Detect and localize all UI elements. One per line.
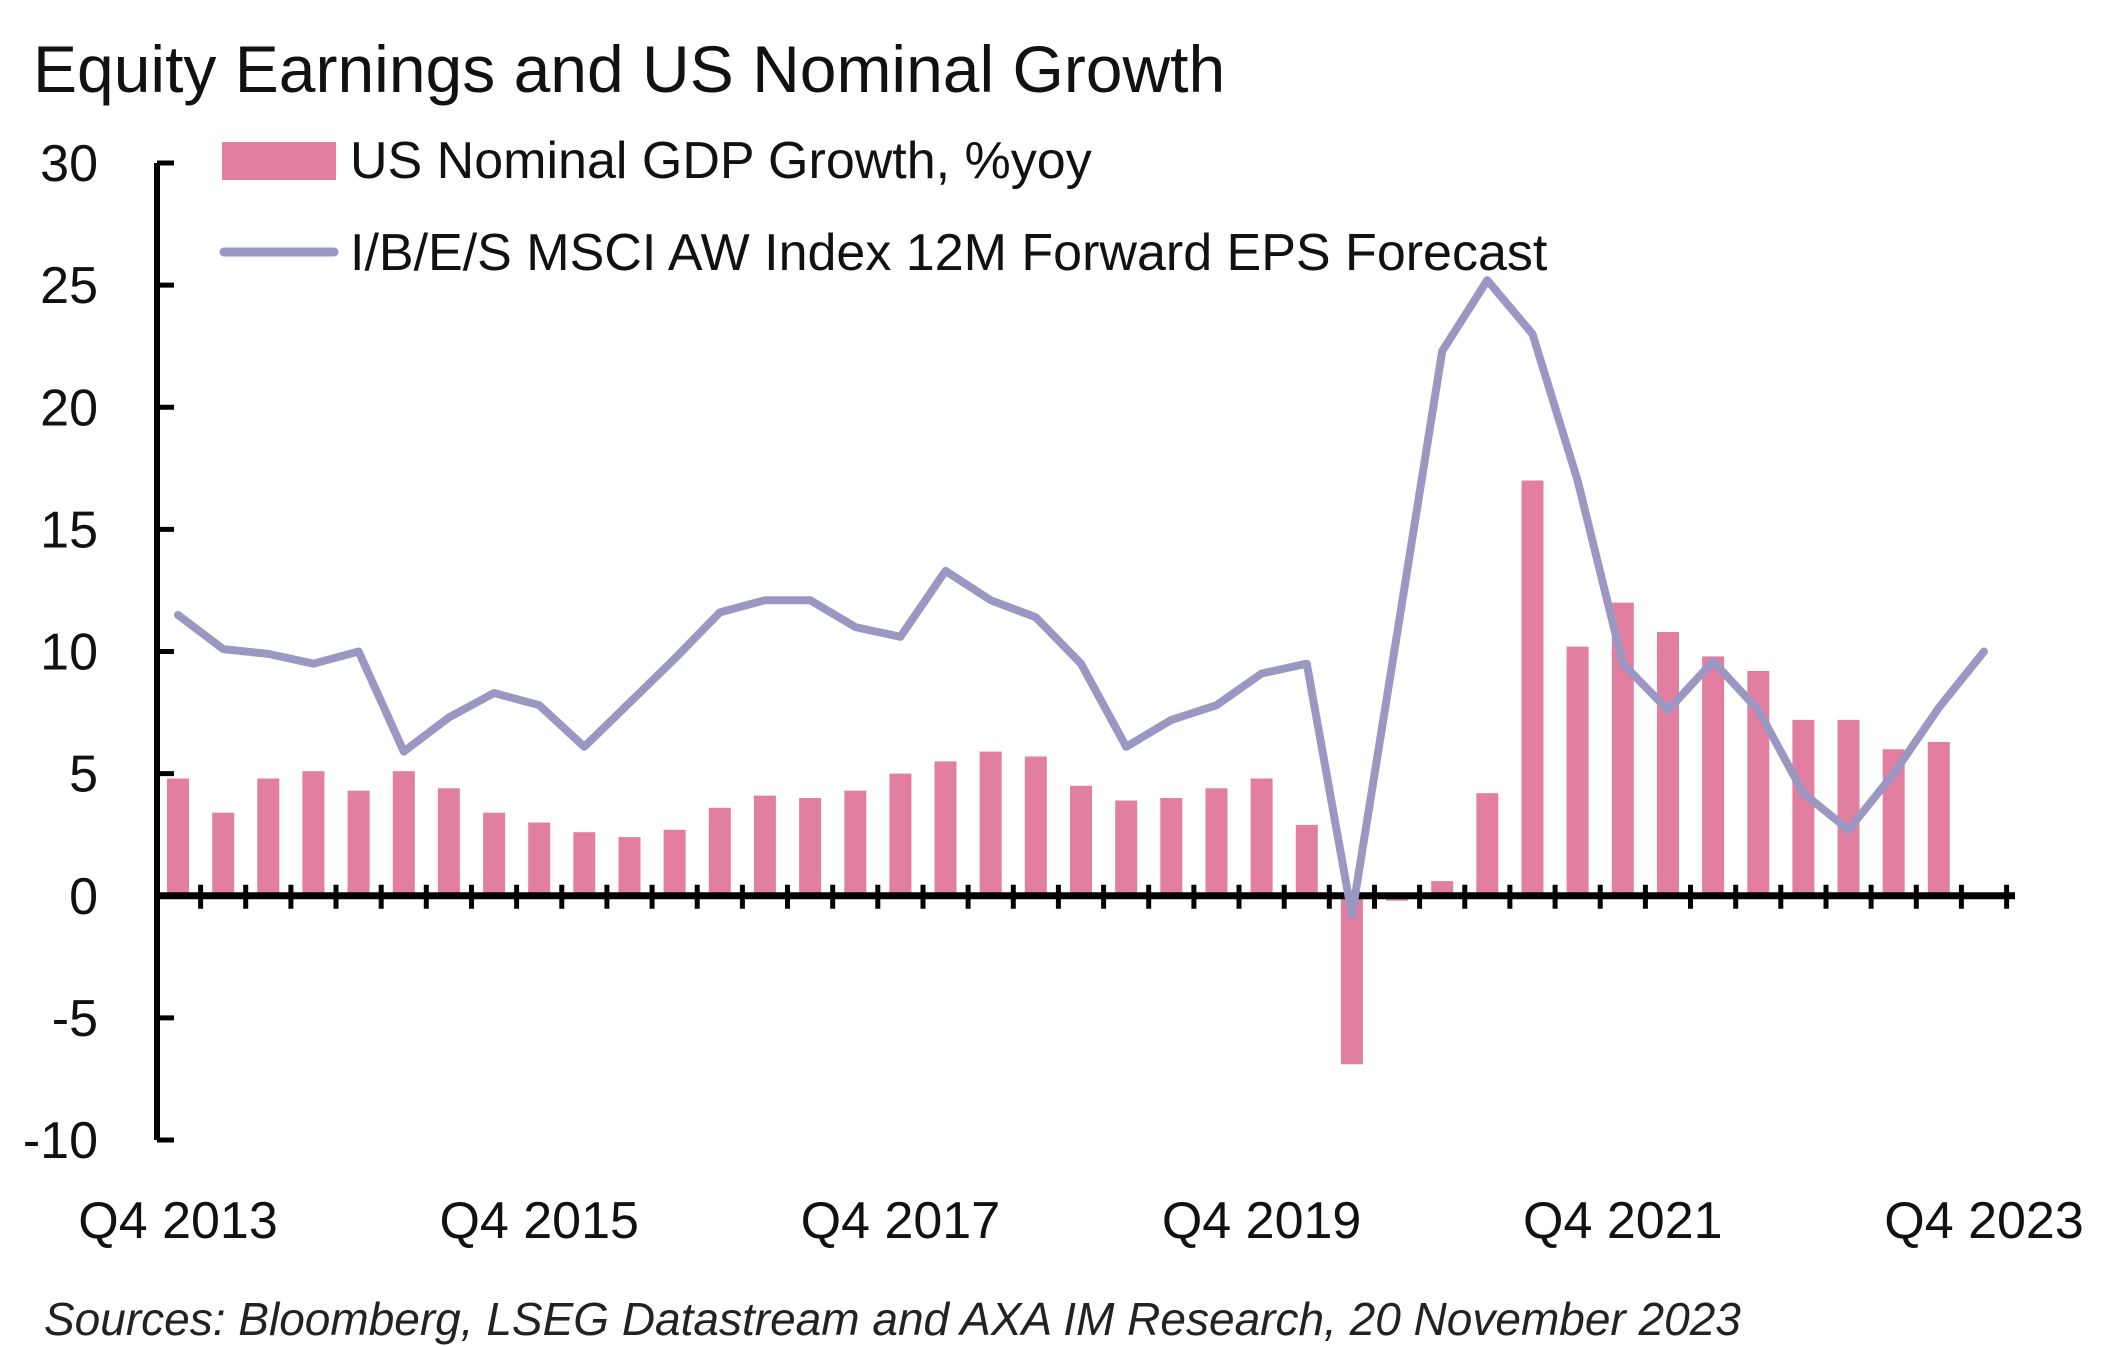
axes bbox=[154, 160, 2015, 1143]
gdp-bar-q3-2015 bbox=[483, 812, 506, 896]
gdp-bar-q3-2017 bbox=[844, 790, 867, 896]
gdp-bar-q1-2016 bbox=[573, 832, 596, 896]
gdp-bar-q4-2014 bbox=[347, 790, 370, 896]
y-tick-label: 0 bbox=[69, 868, 98, 926]
gdp-bar-q2-2020 bbox=[1340, 895, 1363, 1065]
x-tick-label: Q4 2017 bbox=[801, 1192, 1001, 1250]
y-tick-label: 15 bbox=[40, 501, 98, 559]
eps-forecast-line bbox=[174, 276, 1988, 920]
y-tick-label: 10 bbox=[40, 624, 98, 682]
tick-labels: 30 25 20 15 10 5 0 -5 -10 Q4 2013 Q4 2015 Q4 2017 Q4… bbox=[23, 135, 2084, 1250]
y-tick-label: 20 bbox=[40, 379, 98, 437]
gdp-bar-q3-2021 bbox=[1566, 646, 1589, 896]
gdp-bar-q3-2014 bbox=[302, 771, 325, 896]
gdp-bar-q1-2019 bbox=[1115, 800, 1138, 896]
bar-series bbox=[167, 480, 1950, 1065]
gdp-bar-q2-2017 bbox=[799, 798, 822, 896]
x-tick-label: Q4 2019 bbox=[1162, 1192, 1362, 1250]
gdp-bar-q2-2018 bbox=[979, 751, 1002, 896]
legend-label-gdp: US Nominal GDP Growth, %yoy bbox=[350, 132, 1092, 190]
gdp-bar-q2-2019 bbox=[1160, 798, 1183, 896]
chart-title: Equity Earnings and US Nominal Growth bbox=[33, 32, 1225, 106]
gdp-bar-q4-2017 bbox=[889, 773, 912, 896]
gdp-bar-q4-2020 bbox=[1431, 881, 1454, 896]
y-tick-label: 25 bbox=[40, 257, 98, 315]
gdp-bar-q2-2015 bbox=[437, 788, 460, 896]
gdp-bar-q3-2023 bbox=[1927, 741, 1950, 896]
gdp-bar-q1-2022 bbox=[1657, 632, 1679, 896]
gdp-bar-q1-2014 bbox=[212, 812, 235, 896]
gdp-bar-q4-2018 bbox=[1070, 785, 1092, 896]
gdp-bar-q1-2023 bbox=[1837, 719, 1860, 896]
gdp-bar-q1-2017 bbox=[753, 795, 776, 896]
y-tick-label: -10 bbox=[23, 1112, 98, 1170]
gdp-bar-q1-2021 bbox=[1476, 793, 1499, 896]
legend-label-eps: I/B/E/S MSCI AW Index 12M Forward EPS Fo… bbox=[350, 224, 1548, 282]
gdp-bar-q3-2018 bbox=[1024, 756, 1047, 896]
x-tick-label: Q4 2021 bbox=[1523, 1192, 1723, 1250]
gdp-bar-q2-2016 bbox=[618, 837, 641, 896]
gdp-bar-q1-2018 bbox=[934, 761, 957, 896]
gdp-bar-q1-2015 bbox=[392, 771, 415, 896]
gdp-bar-q2-2022 bbox=[1702, 656, 1725, 896]
gdp-bar-q4-2021 bbox=[1611, 602, 1634, 896]
x-tick-label: Q4 2013 bbox=[78, 1192, 278, 1250]
gdp-bar-q3-2019 bbox=[1205, 788, 1228, 896]
y-tick-label: 5 bbox=[69, 746, 98, 804]
y-tick-label: 30 bbox=[40, 135, 98, 193]
legend-bar-swatch bbox=[222, 142, 336, 180]
gdp-bar-q3-2016 bbox=[663, 829, 686, 896]
gdp-bar-q1-2020 bbox=[1295, 824, 1318, 896]
legend: US Nominal GDP Growth, %yoy I/B/E/S MSCI… bbox=[219, 132, 1548, 282]
y-tick-label: -5 bbox=[52, 990, 98, 1048]
gdp-bar-q2-2021 bbox=[1521, 480, 1544, 896]
gdp-bar-q2-2014 bbox=[257, 778, 280, 896]
gdp-bar-q4-2016 bbox=[708, 807, 731, 896]
gdp-bar-q4-2019 bbox=[1250, 778, 1273, 896]
gdp-bar-q4-2013 bbox=[167, 778, 189, 896]
line-series bbox=[174, 276, 1988, 920]
chart-source: Sources: Bloomberg, LSEG Datastream and … bbox=[44, 1293, 1741, 1345]
x-tick-label: Q4 2023 bbox=[1884, 1192, 2084, 1250]
x-tick-label: Q4 2015 bbox=[439, 1192, 639, 1250]
gdp-bar-q4-2022 bbox=[1792, 719, 1815, 896]
gdp-bar-q4-2015 bbox=[528, 822, 551, 896]
